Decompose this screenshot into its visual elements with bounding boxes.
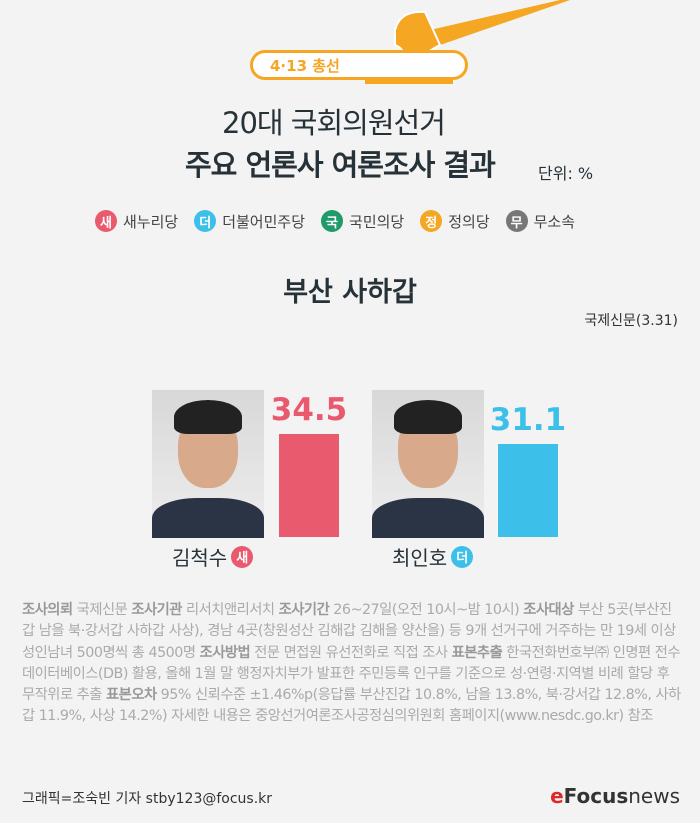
poll-source: 국제신문(3.31) xyxy=(584,313,678,329)
party-badge-icon: 새 xyxy=(95,210,117,232)
note-key: 표본추출 xyxy=(451,644,503,661)
value-label-1: 31.1 xyxy=(489,401,567,438)
note-value: 26~27일(오전 10시~밤 10시) xyxy=(329,602,524,618)
note-key: 조사방법 xyxy=(199,644,251,661)
region-title: 부산 사하갑 xyxy=(283,277,417,308)
party-badge-icon: 무 xyxy=(505,210,528,232)
legend-label: 새누리당 xyxy=(123,212,179,231)
party-badge-icon: 더 xyxy=(451,545,474,568)
note-value: 한국전화번호부㈜ 인명편 전수 데이터베이스(DB) 활용, 올해 1월 말 행… xyxy=(22,644,681,704)
note-key: 조사기간 xyxy=(278,602,330,618)
party-badge-icon: 국 xyxy=(321,210,344,232)
legend-label: 무소속 xyxy=(533,212,576,231)
note-key: 조사의뢰 xyxy=(22,602,73,618)
legend-label: 더불어민주당 xyxy=(222,212,306,231)
note-key: 조사기관 xyxy=(131,602,182,618)
legend-item: 정 정의당 xyxy=(420,210,490,232)
party-badge-icon: 정 xyxy=(420,210,443,232)
candidate-photo xyxy=(152,390,264,538)
note-value: 부산 5곳(부산진갑 남을 북·강서갑 사하갑 사상), 경남 4곳(창원성산 … xyxy=(22,602,676,661)
survey-notes: 조사의뢰 국제신문 조사기관 리서치앤리서치 조사기간 26~27일(오전 10… xyxy=(22,600,682,728)
legend-label: 정의당 xyxy=(448,212,490,231)
note-value: 국제신문 xyxy=(72,602,132,618)
bar-0 xyxy=(279,433,339,537)
candidate-name: 최인호 xyxy=(392,546,448,570)
party-badge-icon: 더 xyxy=(194,210,217,232)
election-badge xyxy=(250,50,468,80)
party-badge-icon: 새 xyxy=(231,545,254,568)
election-badge-label: 4·13 총선 xyxy=(270,57,340,75)
legend-label: 국민의당 xyxy=(349,212,405,231)
candidate-name-1: 최인호 더 xyxy=(392,542,474,571)
party-legend: 새 새누리당 더 더불어민주당 국 국민의당 정 정의당 무 무소속 xyxy=(95,210,575,232)
focus-news-logo: eFocusnews xyxy=(550,784,680,808)
candidate-name: 김척수 xyxy=(172,546,228,570)
bar-1 xyxy=(498,443,558,537)
legend-item: 더 더불어민주당 xyxy=(194,210,305,232)
title-line1: 20대 국회의원선거 xyxy=(222,106,446,140)
unit-label: 단위: % xyxy=(538,164,594,183)
value-label-0: 34.5 xyxy=(270,391,348,428)
legend-item: 무 무소속 xyxy=(505,210,576,232)
graphic-credit: 그래픽=조숙빈 기자 stby123@focus.kr xyxy=(22,791,273,807)
note-key: 조사대상 xyxy=(523,602,574,618)
candidate-photo xyxy=(372,390,484,538)
note-value: 리서치앤리서치 xyxy=(181,602,279,618)
note-value: 전문 면접원 유선전화로 직접 조사 xyxy=(250,644,452,661)
note-value: 95% 신뢰수준 ±1.46%p(응답률 부산진갑 10.8%, 남을 13.8… xyxy=(22,687,681,725)
legend-item: 새 새누리당 xyxy=(95,210,178,232)
poll-chart: 34.5 31.1 김척수 새 최인호 더 xyxy=(152,390,567,571)
note-key: 표본오차 xyxy=(106,687,157,704)
title-line2: 주요 언론사 여론조사 결과 xyxy=(185,148,496,182)
legend-item: 국 국민의당 xyxy=(321,210,404,232)
candidate-name-0: 김척수 새 xyxy=(172,542,254,571)
